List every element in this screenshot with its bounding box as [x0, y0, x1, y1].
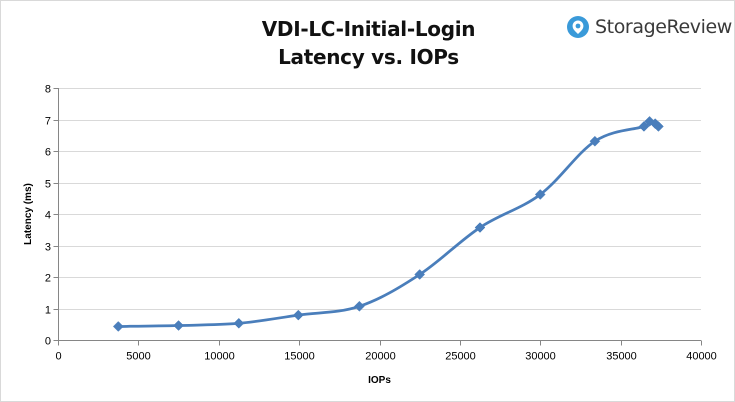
x-tick-label: 10000: [204, 351, 235, 363]
x-tick-label: 0: [55, 351, 61, 363]
y-tick-label: 6: [45, 147, 51, 159]
data-point: [173, 320, 184, 331]
chart-title: VDI-LC-Initial-Login: [261, 17, 476, 41]
y-tick-label: 8: [45, 84, 51, 96]
series-line-0: [118, 119, 660, 328]
storagereview-logo-icon: [567, 16, 589, 38]
data-point: [354, 300, 365, 312]
x-tick-label: 15000: [284, 351, 315, 363]
y-tick-label: 5: [45, 179, 51, 191]
axes: [53, 88, 702, 346]
chart-subtitle: Latency vs. IOPs: [278, 45, 459, 69]
data-point: [589, 135, 601, 147]
data-point: [638, 121, 650, 132]
series: [112, 116, 664, 332]
y-tick-label: 2: [45, 273, 51, 285]
x-tick-label: 5000: [126, 351, 150, 363]
y-axis-title: Latency (ms): [23, 183, 34, 245]
data-point: [233, 317, 245, 329]
brand-name: StorageReview: [595, 16, 732, 38]
data-point: [292, 309, 304, 321]
x-tick-label: 20000: [365, 351, 396, 363]
gridlines: [58, 88, 701, 310]
data-point: [653, 121, 664, 132]
data-point: [474, 222, 486, 233]
y-tick-label: 4: [45, 210, 51, 222]
data-point: [534, 189, 546, 200]
brand-logo: StorageReview: [567, 14, 732, 40]
y-tick-label: 1: [45, 305, 51, 317]
x-axis-title: IOPs: [368, 375, 391, 386]
data-point: [414, 269, 426, 280]
x-tick-labels: 0 5000 10000 15000 20000 25000 30000 35000 40000: [55, 351, 716, 363]
y-tick-label: 0: [45, 336, 51, 348]
y-tick-label: 7: [45, 116, 51, 128]
y-tick-labels: 0 1 2 3 4 5 6 7 8: [45, 84, 51, 348]
x-tick-label: 25000: [445, 351, 476, 363]
data-point: [112, 321, 124, 332]
x-tick-label: 35000: [606, 351, 637, 363]
y-tick-label: 3: [45, 242, 51, 254]
x-tick-label: 40000: [686, 351, 717, 363]
x-tick-label: 30000: [525, 351, 556, 363]
